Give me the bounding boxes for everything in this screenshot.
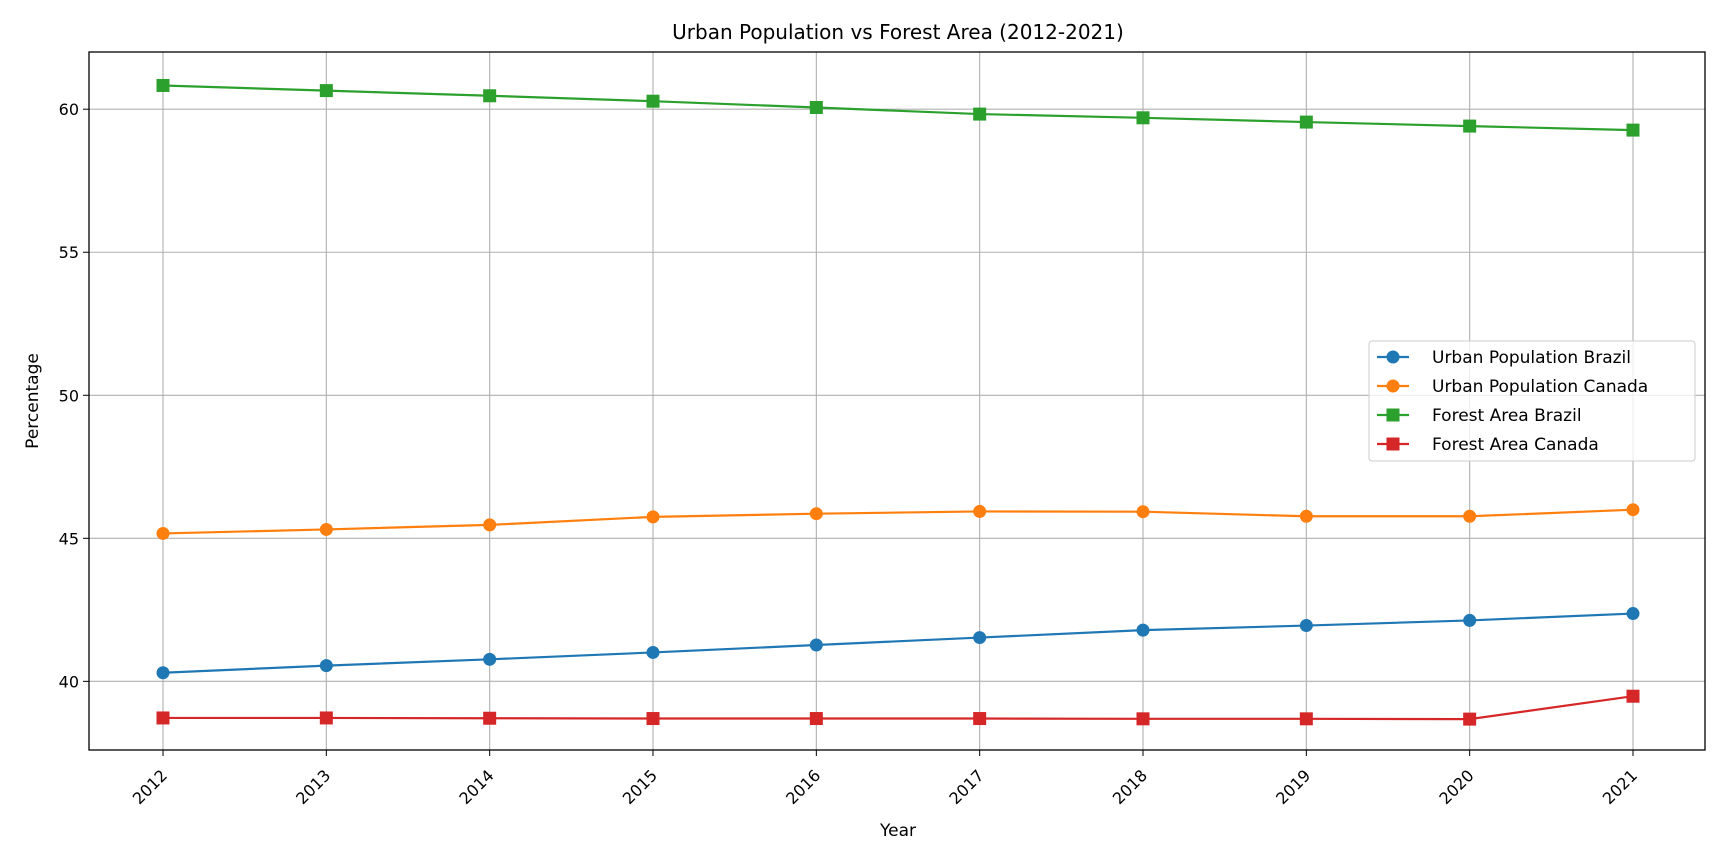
series-line [162, 612, 1634, 674]
legend-marker [1386, 408, 1400, 422]
data-point [1463, 119, 1477, 133]
data-point [1136, 111, 1150, 125]
data-point [156, 78, 170, 92]
data-point [1299, 619, 1313, 633]
data-point [319, 711, 333, 725]
y-axis-label: Percentage [23, 353, 43, 449]
data-point [156, 666, 170, 680]
data-point [319, 84, 333, 98]
data-point [646, 94, 660, 108]
data-point [156, 711, 170, 725]
data-point [1626, 503, 1640, 517]
data-point [319, 522, 333, 536]
data-point [1626, 607, 1640, 621]
data-point [483, 652, 497, 666]
y-tick-label: 40 [59, 672, 79, 691]
legend: Urban Population Brazil Urban Population … [1368, 340, 1696, 462]
legend-item: Forest Area Brazil [1377, 406, 1582, 426]
data-point [973, 712, 987, 726]
data-point [1299, 712, 1313, 726]
data-point [809, 638, 823, 652]
data-point [809, 712, 823, 726]
data-point [1463, 509, 1477, 523]
data-point [1463, 712, 1477, 726]
legend-label: Urban Population Canada [1432, 377, 1648, 397]
y-tick-label: 45 [59, 529, 79, 548]
data-point [809, 507, 823, 521]
data-point [809, 100, 823, 114]
x-axis-label: Year [879, 821, 916, 841]
series-line [162, 84, 1634, 132]
series-layer [156, 78, 1640, 726]
data-point [483, 711, 497, 725]
data-point [646, 645, 660, 659]
legend-box [1368, 340, 1696, 462]
y-tick-label: 55 [59, 243, 79, 262]
data-point [156, 526, 170, 540]
y-tick-label: 60 [59, 100, 79, 119]
data-point [483, 518, 497, 532]
data-point [1136, 623, 1150, 637]
plot-frame [88, 51, 1706, 751]
legend-marker [1386, 437, 1400, 451]
legend-item: Urban Population Brazil [1377, 348, 1631, 368]
data-point [973, 631, 987, 645]
legend-label: Urban Population Brazil [1432, 348, 1631, 368]
series-urban-population-brazil [156, 607, 1640, 680]
legend-item: Forest Area Canada [1377, 435, 1599, 455]
data-point [1626, 689, 1640, 703]
data-point [1299, 115, 1313, 129]
y-tick-label: 50 [59, 386, 79, 405]
series-line [163, 695, 1634, 721]
legend-marker [1386, 379, 1400, 393]
data-point [319, 659, 333, 673]
legend-label: Forest Area Brazil [1432, 406, 1582, 426]
data-point [1136, 505, 1150, 519]
legend-marker [1386, 350, 1400, 364]
chart-title: Urban Population vs Forest Area (2012-20… [672, 20, 1124, 44]
data-point [1463, 613, 1477, 627]
data-point [1299, 509, 1313, 523]
series-line [162, 508, 1634, 535]
data-point [483, 89, 497, 103]
data-point [646, 712, 660, 726]
series-forest-area-canada [156, 689, 1640, 726]
data-point [1136, 712, 1150, 726]
y-axis-ticks: 40 45 50 55 60 [59, 100, 89, 691]
legend-item: Urban Population Canada [1377, 377, 1648, 397]
data-point [1626, 123, 1640, 137]
legend-label: Forest Area Canada [1432, 435, 1599, 455]
data-point [973, 504, 987, 518]
series-urban-population-canada [156, 503, 1640, 540]
data-point [973, 107, 987, 121]
data-point [646, 510, 660, 524]
series-forest-area-brazil [156, 78, 1640, 137]
